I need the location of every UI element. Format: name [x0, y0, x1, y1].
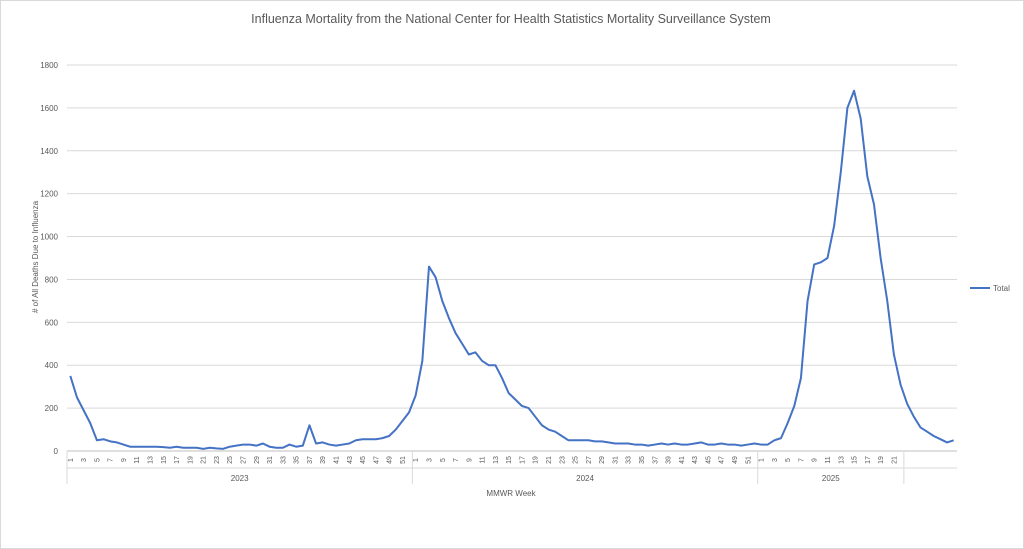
x-tick-label: 23: [214, 456, 221, 464]
x-tick-label: 19: [878, 456, 885, 464]
x-tick-label: 35: [639, 456, 646, 464]
x-tick-label: 37: [307, 456, 314, 464]
x-tick-label: 49: [732, 456, 739, 464]
y-tick-label: 1600: [40, 104, 58, 113]
x-tick-label: 51: [400, 456, 407, 464]
x-tick-label: 3: [426, 458, 433, 462]
y-tick-label: 1800: [40, 61, 58, 70]
year-label: 2023: [231, 474, 249, 483]
y-axis-title: # of All Deaths Due to Influenza: [31, 200, 40, 313]
x-tick-label: 31: [267, 456, 274, 464]
y-tick-label: 800: [45, 275, 59, 284]
x-tick-label: 17: [519, 456, 526, 464]
x-tick-label: 3: [772, 458, 779, 462]
x-tick-label: 9: [812, 458, 819, 462]
x-tick-label: 19: [187, 456, 194, 464]
x-tick-label: 5: [440, 458, 447, 462]
x-tick-label: 19: [533, 456, 540, 464]
x-tick-label: 15: [161, 456, 168, 464]
year-groups: 2023 2024 2025: [66, 451, 957, 484]
gridlines: [67, 64, 957, 452]
x-tick-label: 13: [838, 456, 845, 464]
x-tick-label: 21: [891, 456, 898, 464]
x-tick-label: 39: [666, 456, 673, 464]
x-tick-label: 17: [865, 456, 872, 464]
x-tick-label: 45: [705, 456, 712, 464]
x-tick-label: 21: [201, 456, 208, 464]
x-tick-label: 11: [825, 456, 832, 463]
x-tick-label: 1: [68, 458, 75, 462]
x-tick-label: 13: [493, 456, 500, 464]
y-tick-label: 1400: [40, 147, 58, 156]
y-axis-ticks: 0 200 400 600 800 1000 1200 1400 1600 1800: [40, 61, 58, 456]
x-tick-label: 1: [759, 458, 766, 462]
x-tick-label: 9: [466, 458, 473, 462]
y-tick-label: 200: [45, 404, 59, 413]
x-axis-ticks: 1 3 5 7 9 11 13 15 17 19 21 23 25 27 29 31 33 35 37 39 41 43 4…: [68, 456, 899, 464]
x-tick-label: 33: [280, 456, 287, 464]
x-tick-label: 43: [347, 456, 354, 464]
year-label: 2024: [576, 474, 594, 483]
x-axis-title: MMWR Week: [486, 489, 536, 498]
x-tick-label: 45: [360, 456, 367, 464]
x-tick-label: 29: [599, 456, 606, 464]
x-tick-label: 35: [294, 456, 301, 464]
x-tick-label: 11: [480, 456, 487, 463]
year-label: 2025: [822, 474, 840, 483]
x-tick-label: 5: [94, 458, 101, 462]
x-tick-label: 47: [373, 456, 380, 464]
x-tick-label: 3: [81, 458, 88, 462]
x-tick-label: 21: [546, 456, 553, 464]
x-tick-label: 29: [254, 456, 261, 464]
x-tick-label: 43: [692, 456, 699, 464]
x-tick-label: 15: [852, 456, 859, 464]
x-tick-label: 11: [134, 456, 141, 463]
series-layer: [69, 89, 954, 450]
x-tick-label: 39: [320, 456, 327, 464]
x-tick-label: 27: [241, 456, 248, 464]
x-tick-label: 25: [227, 456, 234, 464]
series-line-total[interactable]: [69, 89, 954, 450]
legend-label-total: Total: [993, 284, 1010, 293]
x-tick-label: 47: [719, 456, 726, 464]
x-tick-label: 23: [559, 456, 566, 464]
x-tick-label: 1: [413, 458, 420, 462]
x-tick-label: 51: [745, 456, 752, 464]
x-tick-label: 13: [148, 456, 155, 464]
x-tick-label: 27: [586, 456, 593, 464]
x-tick-label: 49: [387, 456, 394, 464]
x-tick-label: 17: [174, 456, 181, 464]
x-tick-label: 31: [612, 456, 619, 464]
x-tick-label: 9: [121, 458, 128, 462]
x-tick-label: 7: [453, 458, 460, 462]
x-tick-label: 15: [506, 456, 513, 464]
x-tick-label: 41: [679, 456, 686, 464]
chart-title: Influenza Mortality from the National Ce…: [251, 12, 771, 26]
x-tick-label: 5: [785, 458, 792, 462]
y-tick-label: 1000: [40, 233, 58, 242]
x-tick-label: 33: [626, 456, 633, 464]
x-tick-label: 37: [652, 456, 659, 464]
y-tick-label: 600: [45, 318, 59, 327]
y-tick-label: 0: [54, 447, 59, 456]
x-tick-label: 41: [333, 456, 340, 464]
y-tick-label: 1200: [40, 190, 58, 199]
y-tick-label: 400: [45, 361, 59, 370]
legend[interactable]: Total: [970, 284, 1010, 293]
x-tick-label: 25: [573, 456, 580, 464]
x-tick-label: 7: [108, 458, 115, 462]
x-tick-label: 7: [798, 458, 805, 462]
